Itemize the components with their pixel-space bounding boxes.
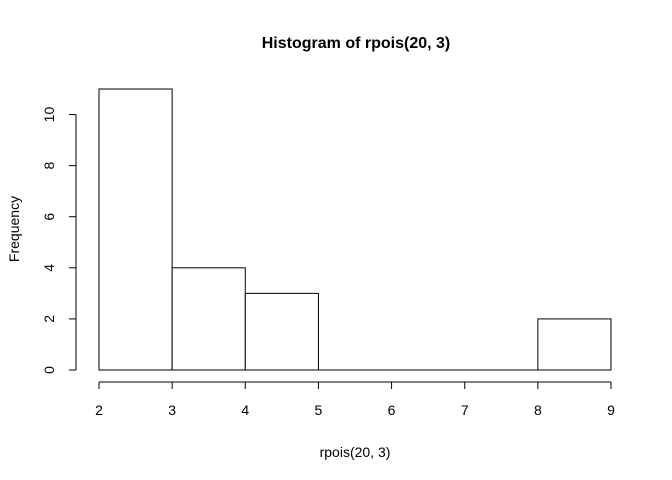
x-axis-label: rpois(20, 3): [320, 444, 391, 460]
x-tick-label-3: 3: [168, 402, 176, 418]
x-tick-label-8: 8: [534, 402, 542, 418]
chart-title: Histogram of rpois(20, 3): [262, 35, 450, 52]
y-tick-label-2: 2: [41, 315, 57, 323]
bar-4-5: [244, 292, 319, 371]
y-axis-label: Frequency: [6, 196, 22, 262]
bar-2-3: [98, 88, 173, 371]
y-tick-label-8: 8: [41, 162, 57, 170]
y-tick-label-6: 6: [41, 213, 57, 221]
bar-3-4: [171, 267, 246, 371]
x-axis: 2 3 4 5 6 7 8 9: [95, 381, 615, 418]
bars-group: [98, 88, 612, 371]
y-tick-label-4: 4: [41, 264, 57, 272]
x-tick-label-4: 4: [241, 402, 249, 418]
x-tick-label-5: 5: [315, 402, 323, 418]
x-tick-label-9: 9: [607, 402, 615, 418]
x-tick-label-6: 6: [388, 402, 396, 418]
bar-8-9: [537, 318, 612, 371]
x-tick-label-7: 7: [461, 402, 469, 418]
y-tick-label-10: 10: [41, 107, 57, 123]
y-tick-label-0: 0: [41, 366, 57, 374]
x-tick-label-2: 2: [95, 402, 103, 418]
y-axis: 0 2 4 6 8 10: [41, 107, 77, 374]
